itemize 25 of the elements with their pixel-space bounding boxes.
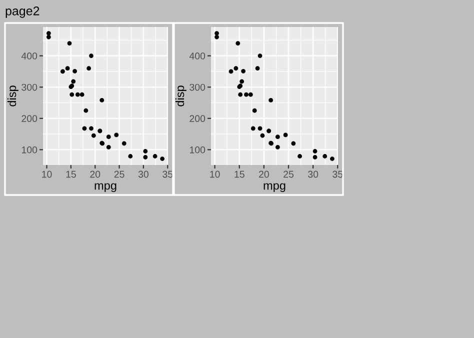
x-tick-label: 25	[114, 170, 124, 178]
y-tick-label: 100	[190, 146, 206, 154]
x-tick-label: 30	[138, 170, 148, 178]
x-tick-label: 35	[162, 170, 173, 178]
y-tick-label: 200	[22, 115, 38, 122]
y-tick-label: 300	[190, 84, 206, 91]
y-tick-label: 400	[189, 52, 206, 60]
x-tick-label: 20	[90, 170, 100, 178]
chart-title: page2	[6, 6, 40, 18]
y-axis-title: disp	[7, 86, 18, 106]
y-tick-label: 300	[22, 84, 38, 91]
x-tick-label: 35	[332, 170, 343, 178]
x-tick-label: 15	[234, 170, 244, 178]
y-axis-title: disp	[175, 86, 186, 106]
x-tick-label: 15	[66, 170, 76, 178]
y-tick-label: 400	[21, 52, 38, 60]
y-tick-label: 200	[190, 115, 206, 122]
x-tick-label: 10	[210, 170, 220, 178]
x-tick-label: 30	[308, 170, 318, 178]
x-tick-label: 10	[42, 170, 52, 178]
x-axis-title: mpg	[264, 183, 286, 192]
x-axis-title: mpg	[94, 183, 116, 192]
x-tick-label: 25	[284, 170, 294, 178]
y-tick-label: 100	[22, 146, 38, 154]
x-tick-label: 20	[259, 170, 269, 178]
